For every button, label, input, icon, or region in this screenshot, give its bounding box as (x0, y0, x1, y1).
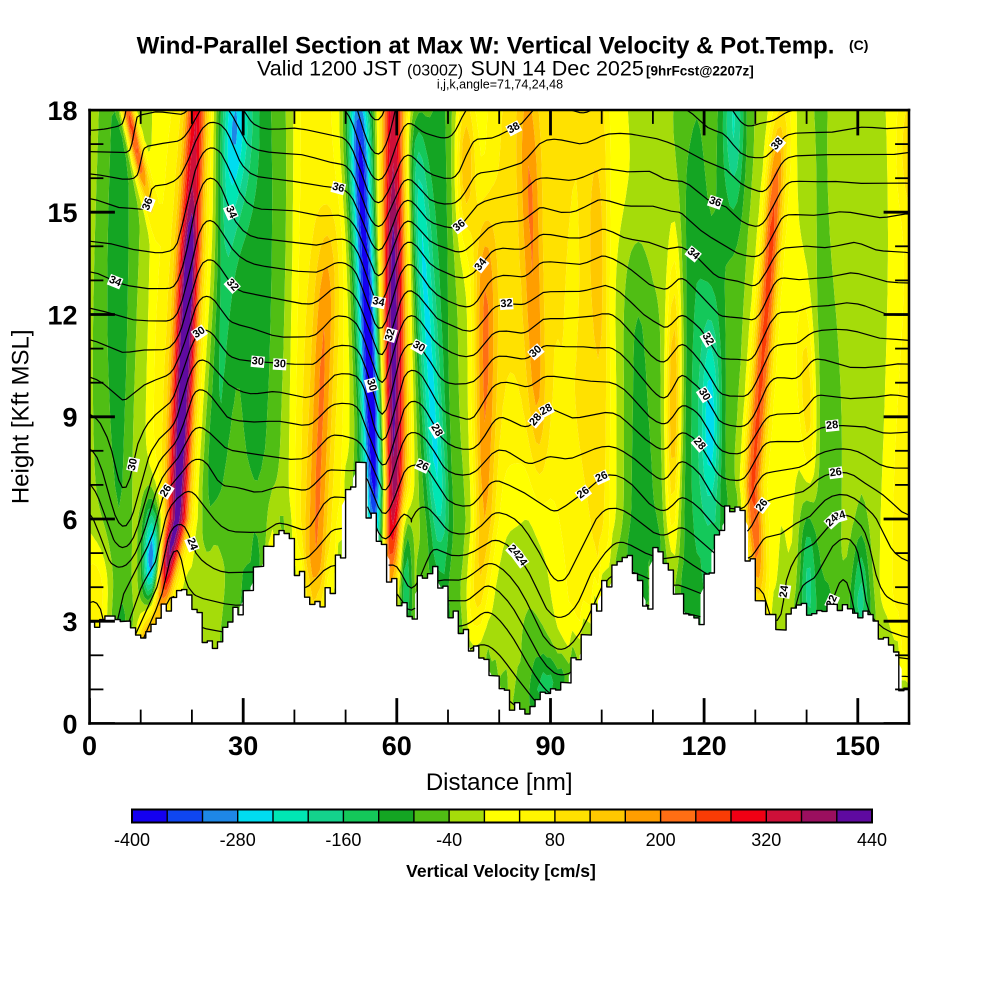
svg-text:Valid 1200 JST: Valid 1200 JST (257, 57, 401, 81)
svg-text:-280: -280 (220, 830, 256, 850)
svg-text:320: 320 (751, 830, 781, 850)
svg-text:440: 440 (857, 830, 887, 850)
svg-text:i,j,k,angle=71,74,24,48: i,j,k,angle=71,74,24,48 (437, 78, 563, 92)
svg-text:30: 30 (696, 386, 713, 403)
svg-text:24: 24 (184, 536, 200, 553)
svg-text:36: 36 (140, 196, 156, 212)
svg-text:12: 12 (47, 300, 77, 330)
svg-text:120: 120 (682, 731, 727, 761)
svg-text:3: 3 (62, 607, 77, 637)
svg-text:200: 200 (646, 830, 676, 850)
svg-text:0: 0 (62, 709, 77, 739)
svg-text:28: 28 (825, 419, 838, 432)
svg-text:(0300Z): (0300Z) (407, 63, 463, 80)
svg-text:0: 0 (82, 731, 97, 761)
svg-text:28: 28 (538, 402, 554, 418)
svg-text:30: 30 (191, 324, 208, 341)
svg-text:38: 38 (506, 120, 522, 136)
svg-text:60: 60 (382, 731, 412, 761)
svg-text:Height [Kft MSL]: Height [Kft MSL] (8, 329, 35, 504)
svg-text:Distance [nm]: Distance [nm] (426, 769, 573, 796)
svg-text:30: 30 (228, 731, 258, 761)
svg-text:Vertical Velocity [cm/s]: Vertical Velocity [cm/s] (406, 861, 596, 881)
svg-text:36: 36 (451, 217, 468, 234)
svg-text:32: 32 (700, 331, 717, 348)
svg-text:24: 24 (778, 584, 792, 599)
svg-text:-160: -160 (325, 830, 361, 850)
svg-text:9: 9 (62, 403, 77, 433)
svg-text:26: 26 (414, 458, 430, 474)
svg-text:30: 30 (251, 355, 264, 368)
svg-text:30: 30 (126, 457, 140, 471)
svg-text:26: 26 (829, 466, 843, 479)
svg-text:26: 26 (594, 469, 610, 485)
svg-text:(C): (C) (849, 37, 868, 53)
svg-text:26: 26 (158, 483, 175, 500)
svg-text:26: 26 (754, 497, 771, 514)
svg-text:30: 30 (364, 377, 379, 392)
svg-text:80: 80 (545, 830, 565, 850)
svg-text:36: 36 (707, 194, 723, 209)
svg-text:34: 34 (107, 274, 124, 290)
svg-text:30: 30 (410, 338, 427, 355)
svg-text:SUN 14 Dec 2025: SUN 14 Dec 2025 (471, 57, 644, 81)
svg-text:34: 34 (223, 204, 239, 221)
svg-text:36: 36 (331, 181, 346, 196)
svg-text:6: 6 (62, 505, 77, 535)
svg-text:15: 15 (47, 198, 77, 228)
svg-text:32: 32 (383, 327, 398, 342)
svg-text:18: 18 (47, 96, 77, 126)
svg-text:32: 32 (500, 297, 513, 310)
svg-text:90: 90 (535, 731, 565, 761)
svg-text:30: 30 (273, 358, 286, 371)
svg-text:-40: -40 (436, 830, 462, 850)
svg-text:34: 34 (371, 295, 386, 309)
svg-text:Wind-Parallel Section at Max W: Wind-Parallel Section at Max W: Vertical… (137, 33, 835, 60)
svg-text:28: 28 (428, 422, 445, 439)
svg-text:-400: -400 (114, 830, 150, 850)
svg-text:26: 26 (575, 484, 592, 501)
svg-text:150: 150 (835, 731, 880, 761)
svg-text:[9hrFcst@2207z]: [9hrFcst@2207z] (646, 64, 754, 79)
